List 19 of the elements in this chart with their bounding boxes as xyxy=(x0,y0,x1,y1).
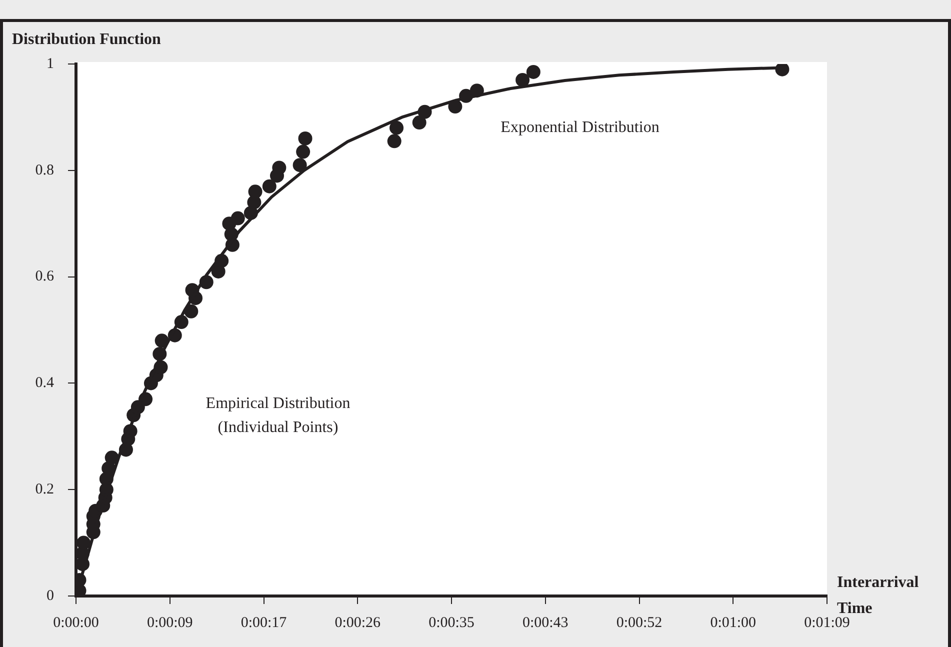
x-tick-label: 0:00:35 xyxy=(428,614,474,631)
y-tick-label: 0.8 xyxy=(35,162,54,178)
x-tick-label: 0:00:09 xyxy=(146,614,193,631)
x-tick-label: 0:00:43 xyxy=(522,614,568,631)
y-tick-label: 0.6 xyxy=(35,268,54,285)
x-tick-label: 0:01:09 xyxy=(804,614,850,631)
x-axis-title: Interarrival Time xyxy=(837,574,920,618)
y-tick-label: 0.4 xyxy=(35,375,54,392)
x-tick-label: 0:00:52 xyxy=(616,614,662,631)
x-tick-label: 0:01:00 xyxy=(710,614,756,631)
y-tick-label: 0.2 xyxy=(35,482,54,498)
x-tick-label: 0:00:26 xyxy=(334,614,382,631)
series-label: Exponential Distribution xyxy=(500,119,660,136)
x-tick-label: 0:00:00 xyxy=(53,614,99,631)
y-tick-label: 0 xyxy=(46,588,54,604)
y-tick-label: 1 xyxy=(46,56,54,72)
x-tick-label: 0:00:17 xyxy=(240,614,288,631)
text: Empirical Distribution (Individual Points) xyxy=(206,395,350,436)
y-axis-title: Distribution Function xyxy=(12,31,162,48)
